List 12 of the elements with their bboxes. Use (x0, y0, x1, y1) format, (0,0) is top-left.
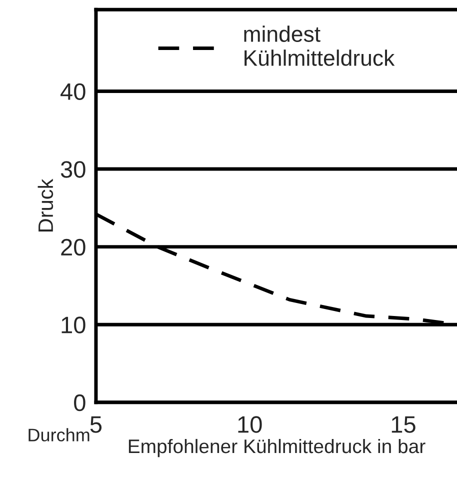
y-axis-title: Druck (38, 178, 54, 232)
x-tick-label: 5 (90, 416, 102, 433)
y-tick-label: 20 (61, 238, 86, 256)
y-tick-label: 30 (60, 161, 86, 178)
x-axis-title: Empfohlener Kühlmittedruck in bar (128, 438, 426, 458)
text: Durchm (28, 428, 90, 442)
legend-label: mindest Kühlmitteldruck (244, 26, 395, 66)
x-tick-label: 10 (238, 416, 262, 433)
x-tick-label: 15 (392, 416, 416, 433)
y-tick-label: 40 (60, 83, 86, 100)
y-tick-label: 0 (74, 394, 86, 412)
y-tick-label: 10 (62, 316, 86, 334)
